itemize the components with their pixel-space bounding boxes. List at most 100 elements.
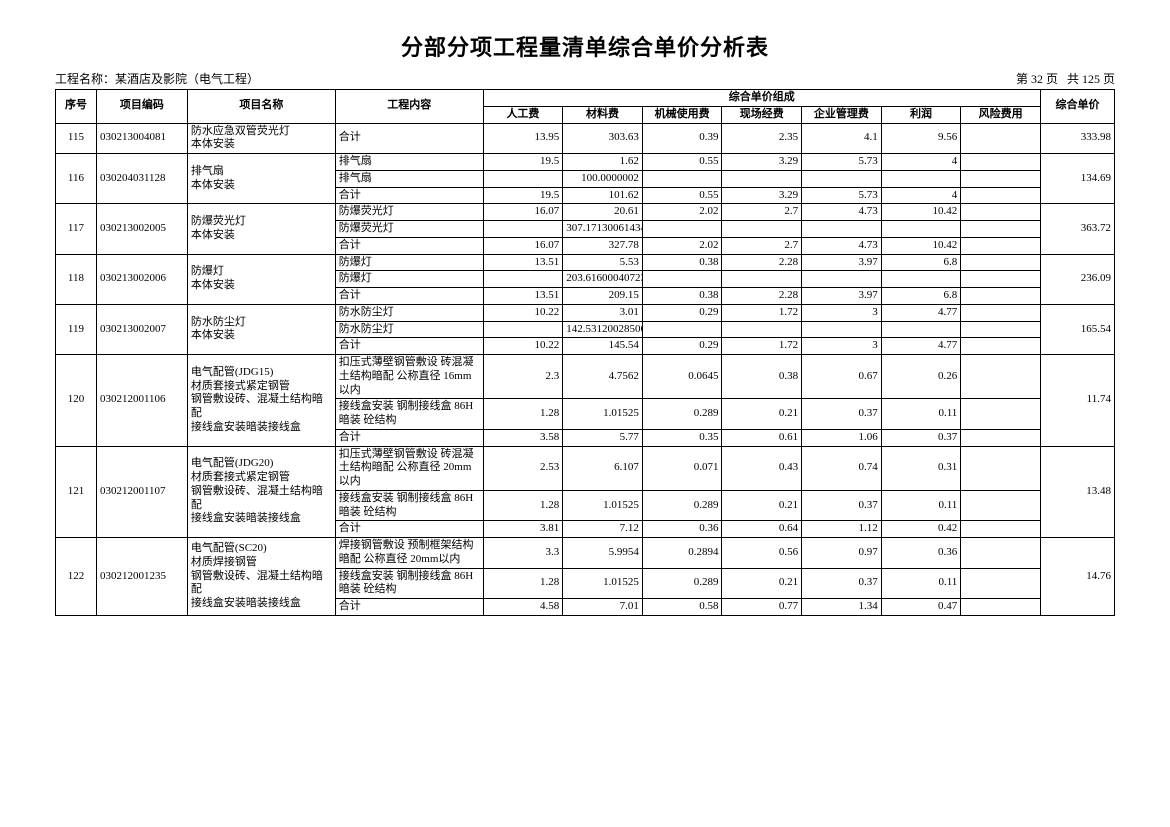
cell-risk <box>961 521 1041 538</box>
cell-site <box>722 170 802 187</box>
cell-seq: 117 <box>56 204 97 254</box>
cell-profit: 4 <box>881 154 961 171</box>
cell-manage: 1.12 <box>802 521 882 538</box>
cell-machine: 0.38 <box>642 254 722 271</box>
cell-manage: 0.37 <box>802 399 882 430</box>
table-row: 122030212001235电气配管(SC20) 材质焊接钢管 钢管敷设砖、混… <box>56 538 1115 569</box>
cell-machine: 0.289 <box>642 490 722 521</box>
cell-manage <box>802 271 882 288</box>
cell-profit <box>881 271 961 288</box>
cell-site: 0.21 <box>722 399 802 430</box>
cell-content: 防爆灯 <box>335 254 483 271</box>
th-content: 工程内容 <box>335 90 483 124</box>
cell-seq: 120 <box>56 355 97 447</box>
cell-profit: 4 <box>881 187 961 204</box>
cell-labor: 19.5 <box>483 154 563 171</box>
cell-risk <box>961 568 1041 599</box>
cell-code: 030204031128 <box>96 154 187 204</box>
cell-labor: 16.07 <box>483 204 563 221</box>
cell-content: 合计 <box>335 187 483 204</box>
cell-profit: 0.11 <box>881 568 961 599</box>
cell-profit: 0.11 <box>881 490 961 521</box>
cell-code: 030213002007 <box>96 304 187 354</box>
cell-risk <box>961 429 1041 446</box>
cell-material: 3.01 <box>563 304 643 321</box>
cell-risk <box>961 154 1041 171</box>
cell-site: 2.35 <box>722 123 802 154</box>
table-row: 118030213002006防爆灯 本体安装防爆灯13.515.530.382… <box>56 254 1115 271</box>
cell-machine: 0.29 <box>642 304 722 321</box>
cell-machine <box>642 170 722 187</box>
cell-content: 合计 <box>335 521 483 538</box>
cell-manage <box>802 321 882 338</box>
cell-name: 排气扇 本体安装 <box>187 154 335 204</box>
cell-content: 合计 <box>335 429 483 446</box>
cell-site: 2.28 <box>722 288 802 305</box>
cell-content: 合计 <box>335 288 483 305</box>
cell-content: 合计 <box>335 237 483 254</box>
cell-risk <box>961 321 1041 338</box>
cell-material: 327.78 <box>563 237 643 254</box>
cell-manage: 3 <box>802 304 882 321</box>
th-manage: 企业管理费 <box>802 106 882 123</box>
cell-labor: 3.81 <box>483 521 563 538</box>
cell-material: 5.9954 <box>563 538 643 569</box>
cell-labor: 1.28 <box>483 399 563 430</box>
cell-code: 030213002006 <box>96 254 187 304</box>
cell-seq: 118 <box>56 254 97 304</box>
th-material: 材料费 <box>563 106 643 123</box>
cell-manage: 3.97 <box>802 288 882 305</box>
cell-content: 防爆灯 <box>335 271 483 288</box>
cell-machine: 0.38 <box>642 288 722 305</box>
cell-unit-price: 134.69 <box>1040 154 1114 204</box>
cell-profit: 0.42 <box>881 521 961 538</box>
cell-risk <box>961 355 1041 399</box>
cell-material: 303.63 <box>563 123 643 154</box>
cell-unit-price: 11.74 <box>1040 355 1114 447</box>
cell-risk <box>961 288 1041 305</box>
cell-manage: 4.73 <box>802 204 882 221</box>
cell-seq: 119 <box>56 304 97 354</box>
page-title: 分部分项工程量清单综合单价分析表 <box>55 30 1115 62</box>
th-unit-price: 综合单价 <box>1040 90 1114 124</box>
cell-content: 防水防尘灯 <box>335 321 483 338</box>
table-row: 117030213002005防爆荧光灯 本体安装防爆荧光灯16.0720.61… <box>56 204 1115 221</box>
cell-profit: 0.47 <box>881 599 961 616</box>
cell-site: 0.64 <box>722 521 802 538</box>
cell-material: 1.62 <box>563 154 643 171</box>
cell-profit: 0.36 <box>881 538 961 569</box>
cell-manage: 0.74 <box>802 446 882 490</box>
th-labor: 人工费 <box>483 106 563 123</box>
cell-manage <box>802 221 882 238</box>
cell-machine: 0.55 <box>642 154 722 171</box>
cell-machine <box>642 271 722 288</box>
cell-machine: 2.02 <box>642 237 722 254</box>
cell-labor: 1.28 <box>483 490 563 521</box>
page-info: 第 32 页 共 125 页 <box>1016 70 1115 87</box>
cell-labor: 4.58 <box>483 599 563 616</box>
cell-site: 3.29 <box>722 154 802 171</box>
cell-machine: 0.071 <box>642 446 722 490</box>
cell-seq: 121 <box>56 446 97 538</box>
cell-content: 排气扇 <box>335 154 483 171</box>
cell-risk <box>961 490 1041 521</box>
cell-manage: 4.1 <box>802 123 882 154</box>
cell-manage: 3 <box>802 338 882 355</box>
cell-manage: 5.73 <box>802 154 882 171</box>
cell-risk <box>961 399 1041 430</box>
cell-labor <box>483 170 563 187</box>
cell-site: 2.7 <box>722 204 802 221</box>
cell-labor <box>483 221 563 238</box>
cell-material: 203.616000407232 <box>563 271 643 288</box>
cell-profit: 0.37 <box>881 429 961 446</box>
cell-risk <box>961 237 1041 254</box>
cell-material: 20.61 <box>563 204 643 221</box>
table-row: 121030212001107电气配管(JDG20) 材质套接式紧定钢管 钢管敷… <box>56 446 1115 490</box>
cell-machine <box>642 221 722 238</box>
cell-risk <box>961 204 1041 221</box>
cell-name: 防爆荧光灯 本体安装 <box>187 204 335 254</box>
cell-profit: 6.8 <box>881 288 961 305</box>
cell-name: 防水应急双管荧光灯 本体安装 <box>187 123 335 154</box>
cell-code: 030212001106 <box>96 355 187 447</box>
cell-machine: 0.289 <box>642 568 722 599</box>
